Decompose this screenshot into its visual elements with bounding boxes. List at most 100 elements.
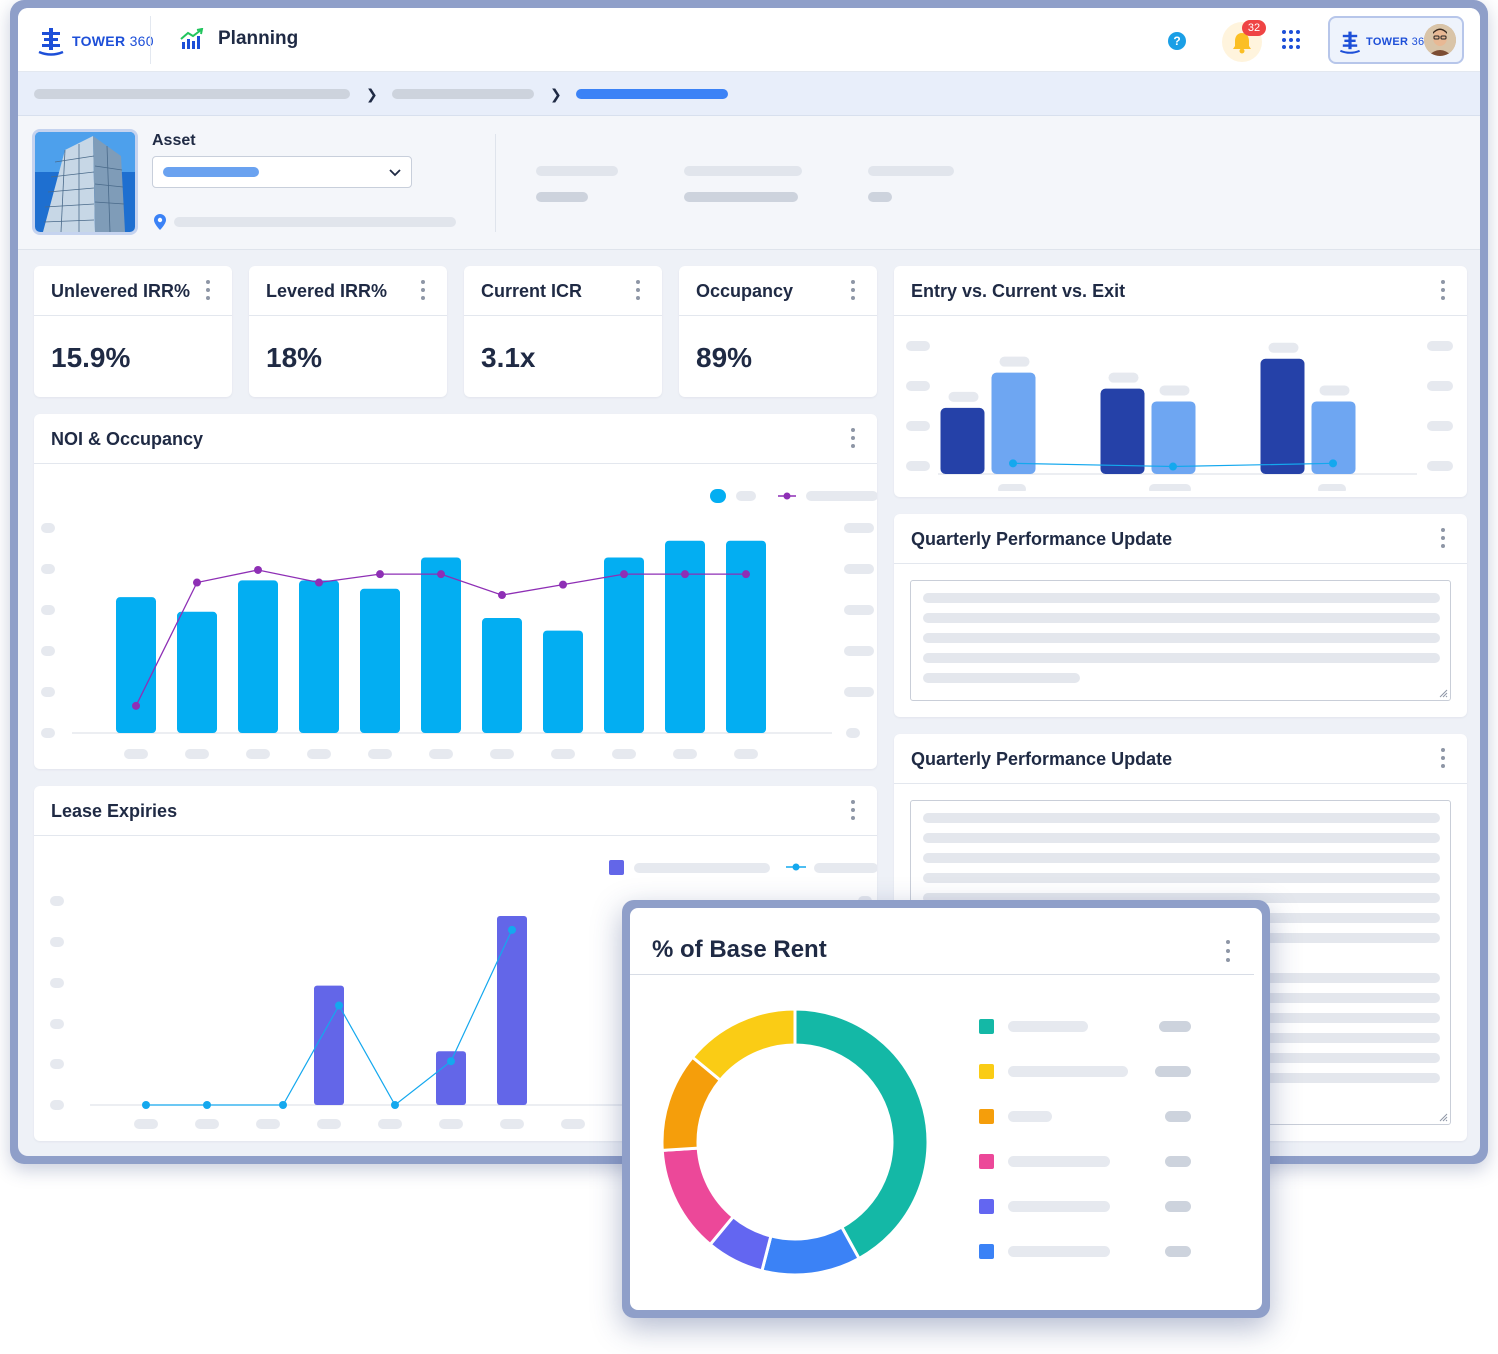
y-tick-label xyxy=(50,896,64,906)
y-tick-label xyxy=(50,1019,64,1029)
y-tick-label xyxy=(41,646,55,656)
breadcrumb-item[interactable] xyxy=(392,89,534,99)
legend-label xyxy=(1008,1156,1110,1167)
base-rent-popup: % of Base Rent xyxy=(622,900,1270,1318)
lease-line-point xyxy=(508,925,516,934)
y-tick-label-right xyxy=(844,646,874,656)
card-title: Lease Expiries xyxy=(51,801,178,821)
building-photo-icon xyxy=(35,132,135,232)
noi-bar xyxy=(482,618,522,733)
occupancy-point xyxy=(315,578,323,587)
text-line-placeholder xyxy=(923,873,1440,883)
entry-current-exit-card: Entry vs. Current vs. Exit xyxy=(894,266,1467,497)
occupancy-point xyxy=(681,570,689,579)
legend-label xyxy=(1008,1021,1088,1032)
logo-number: 360 xyxy=(129,33,154,49)
noi-bar xyxy=(421,557,461,733)
breadcrumb-current xyxy=(576,89,728,99)
donut-slice xyxy=(760,1224,862,1277)
card-title: Entry vs. Current vs. Exit xyxy=(911,281,1126,301)
lease-bar xyxy=(436,1051,466,1105)
kpi-card-unlevered-irr: Unlevered IRR% 15.9% xyxy=(34,266,232,397)
resize-grip-icon[interactable] xyxy=(1438,688,1448,698)
kebab-menu-icon[interactable] xyxy=(636,280,640,300)
legend-swatch xyxy=(979,1109,994,1124)
legend-swatch xyxy=(979,1199,994,1214)
donut-slice xyxy=(660,1146,736,1247)
entry-bar-dark xyxy=(940,407,985,474)
apps-grid-icon[interactable] xyxy=(1282,30,1302,50)
kebab-menu-icon[interactable] xyxy=(421,280,425,300)
kebab-menu-icon[interactable] xyxy=(1441,280,1445,300)
tower-logo-icon xyxy=(38,28,64,56)
kebab-menu-icon[interactable] xyxy=(851,428,855,448)
donut-slice xyxy=(793,1007,930,1261)
text-line-placeholder xyxy=(923,833,1440,843)
user-photo-icon xyxy=(1424,24,1456,56)
card-title: % of Base Rent xyxy=(652,936,827,963)
kebab-menu-icon[interactable] xyxy=(206,280,210,300)
asset-meta-value xyxy=(868,192,892,202)
app-logo[interactable]: TOWER 360 xyxy=(36,26,154,56)
entry-bar-dark xyxy=(1100,388,1145,474)
entry-bar-light xyxy=(991,372,1036,474)
quarterly-update-card: Quarterly Performance Update xyxy=(894,514,1467,717)
x-tick-label xyxy=(734,749,758,759)
notification-count-badge: 32 xyxy=(1242,20,1266,36)
card-title: Quarterly Performance Update xyxy=(911,749,1173,769)
x-tick-label xyxy=(368,749,392,759)
asset-select[interactable] xyxy=(152,156,412,188)
kebab-menu-icon[interactable] xyxy=(1441,748,1445,768)
asset-selected-value xyxy=(163,167,259,177)
resize-grip-icon[interactable] xyxy=(1438,1112,1448,1122)
entry-bar-light xyxy=(1151,401,1196,474)
kebab-menu-icon[interactable] xyxy=(851,800,855,820)
entry-bar-light xyxy=(1311,401,1356,474)
legend-label-bars xyxy=(634,863,770,873)
bar-data-label xyxy=(1319,385,1350,396)
top-bar: TOWER 360 Planning ? xyxy=(18,8,1480,72)
entry-current-exit-chart xyxy=(906,341,1453,491)
kpi-card-current-icr: Current ICR 3.1x xyxy=(464,266,662,397)
noi-bar xyxy=(543,630,583,733)
kebab-menu-icon[interactable] xyxy=(1441,528,1445,548)
kebab-menu-icon[interactable] xyxy=(1226,940,1230,962)
header-divider xyxy=(150,16,151,64)
occupancy-point xyxy=(498,591,506,600)
kebab-menu-icon[interactable] xyxy=(851,280,855,300)
card-divider xyxy=(679,315,877,316)
app-switcher[interactable]: Planning xyxy=(180,28,298,50)
card-title: Quarterly Performance Update xyxy=(911,529,1173,549)
legend-value xyxy=(1165,1246,1191,1257)
user-menu[interactable]: TOWER 360 xyxy=(1328,16,1464,64)
bell-icon xyxy=(1233,33,1251,54)
asset-thumbnail xyxy=(32,129,138,235)
noi-occupancy-card: NOI & Occupancy xyxy=(34,414,877,769)
card-divider xyxy=(630,974,1254,975)
occupancy-point xyxy=(742,570,750,579)
quarterly-update-textarea[interactable] xyxy=(910,580,1451,701)
chevron-down-icon xyxy=(389,169,401,177)
legend-swatch-line-marker xyxy=(792,863,800,871)
legend-label xyxy=(1008,1201,1110,1212)
noi-bar xyxy=(665,540,705,733)
breadcrumb: ❯ ❯ xyxy=(18,72,1480,116)
bar-data-label xyxy=(948,391,979,402)
occupancy-point xyxy=(254,565,262,574)
x-tick-label xyxy=(429,749,453,759)
noi-bar xyxy=(604,557,644,733)
breadcrumb-item[interactable] xyxy=(34,89,350,99)
legend-swatch xyxy=(979,1244,994,1259)
kpi-card-occupancy: Occupancy 89% xyxy=(679,266,877,397)
kpi-title: Current ICR xyxy=(481,281,583,301)
legend-label xyxy=(1008,1246,1110,1257)
logo-wordmark: TOWER 360 xyxy=(72,33,154,49)
help-icon[interactable]: ? xyxy=(1168,32,1186,50)
card-divider xyxy=(249,315,447,316)
y-tick-label xyxy=(906,341,930,351)
entry-bar-dark xyxy=(1260,358,1305,474)
x-tick-label xyxy=(439,1119,463,1129)
y-tick-label xyxy=(41,564,55,574)
x-tick-label xyxy=(561,1119,585,1129)
legend-label xyxy=(1008,1111,1052,1122)
